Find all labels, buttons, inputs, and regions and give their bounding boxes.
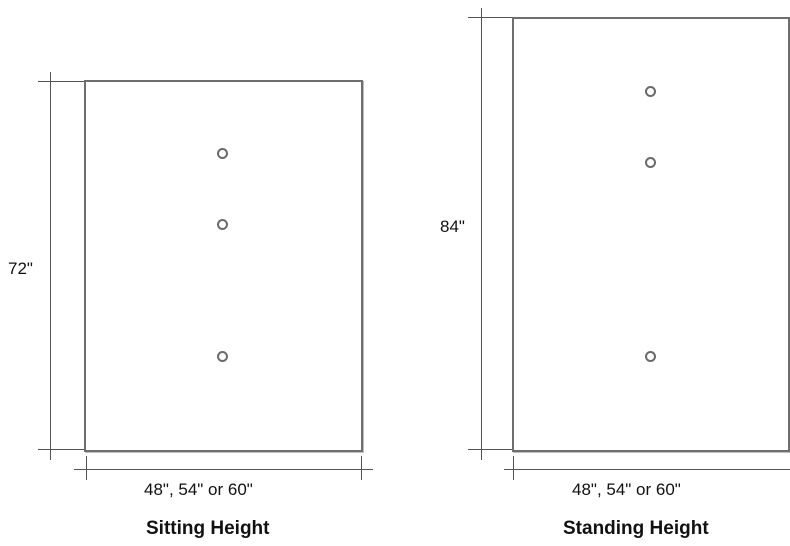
sitting-height-dimension-tick-bottom [38, 449, 84, 450]
sitting-width-dimension-tick-right [361, 456, 362, 480]
standing-panel-hole-middle [645, 157, 656, 168]
sitting-height-label: 72" [8, 259, 33, 278]
standing-height-dimension-line [481, 8, 482, 460]
sitting-panel-hole-top [217, 148, 228, 159]
standing-panel-hole-bottom [645, 351, 656, 362]
sitting-panel-hole-middle [217, 219, 228, 230]
standing-panel-outline [512, 17, 790, 452]
standing-width-dimension-line [504, 469, 790, 470]
sitting-width-dimension-line [74, 469, 373, 470]
sitting-width-label: 48", 54" or 60" [144, 480, 253, 499]
sitting-height-dimension-tick-top [38, 81, 84, 82]
standing-panel-hole-top [645, 86, 656, 97]
standing-height-dimension-tick-bottom [468, 449, 514, 450]
standing-width-label: 48", 54" or 60" [572, 480, 681, 499]
standing-height-label: 84" [440, 217, 465, 236]
standing-height-caption: Standing Height [563, 518, 709, 539]
sitting-height-caption: Sitting Height [146, 518, 270, 539]
sitting-width-dimension-tick-left [86, 456, 87, 480]
sitting-height-dimension-line [50, 72, 51, 460]
sitting-panel-outline [84, 80, 363, 452]
standing-height-dimension-tick-top [468, 17, 514, 18]
sitting-panel-hole-bottom [217, 351, 228, 362]
standing-width-dimension-tick-left [513, 456, 514, 480]
